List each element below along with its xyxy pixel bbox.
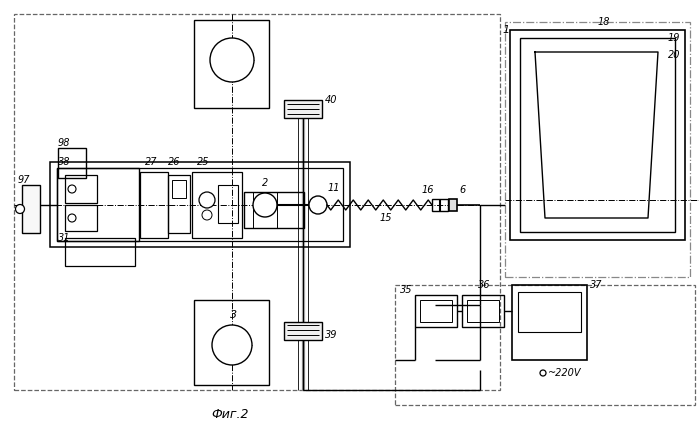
Bar — [284, 322, 322, 340]
Bar — [395, 285, 695, 405]
Text: 2: 2 — [262, 178, 268, 188]
Circle shape — [540, 370, 546, 376]
Text: 37: 37 — [590, 280, 603, 290]
Bar — [14, 14, 500, 390]
Text: 15: 15 — [380, 213, 393, 223]
Bar — [518, 292, 581, 332]
Text: 35: 35 — [400, 285, 412, 295]
Bar — [462, 295, 504, 327]
Bar — [510, 30, 685, 240]
Bar — [284, 100, 322, 118]
Text: 18: 18 — [598, 17, 610, 27]
Bar — [420, 300, 452, 322]
Bar — [512, 285, 587, 360]
Text: 27: 27 — [145, 157, 157, 167]
Text: 26: 26 — [168, 157, 180, 167]
Bar — [65, 238, 135, 266]
Bar — [65, 175, 97, 203]
Circle shape — [199, 192, 215, 208]
Circle shape — [309, 196, 327, 214]
Text: 16: 16 — [422, 185, 435, 195]
Bar — [244, 192, 304, 228]
Bar — [432, 199, 448, 211]
Text: 97: 97 — [18, 175, 31, 185]
Bar — [192, 172, 242, 238]
Bar — [415, 295, 457, 327]
Text: 19: 19 — [668, 33, 681, 43]
Circle shape — [212, 325, 252, 365]
Text: 39: 39 — [325, 330, 338, 340]
Bar — [58, 148, 86, 178]
Bar — [57, 168, 139, 241]
Text: 38: 38 — [58, 157, 71, 167]
Circle shape — [15, 204, 24, 214]
Text: 6: 6 — [459, 185, 466, 195]
Bar — [50, 162, 350, 247]
Text: 3: 3 — [230, 310, 237, 320]
Bar — [65, 205, 97, 231]
Bar — [505, 22, 690, 277]
Text: 40: 40 — [325, 95, 338, 105]
Circle shape — [253, 193, 277, 217]
Bar — [140, 172, 168, 238]
Bar — [172, 180, 186, 198]
Circle shape — [210, 38, 254, 82]
Text: 31: 31 — [58, 233, 71, 243]
Bar — [22, 185, 40, 233]
Bar — [194, 300, 269, 385]
Circle shape — [68, 214, 76, 222]
Text: Фиг.2: Фиг.2 — [211, 408, 249, 421]
Text: 1: 1 — [502, 25, 509, 35]
Bar — [520, 38, 675, 232]
Bar — [449, 199, 457, 211]
Bar — [168, 175, 190, 233]
Bar — [194, 20, 269, 108]
Text: 11: 11 — [328, 183, 340, 193]
Bar — [57, 168, 343, 241]
Bar — [467, 300, 499, 322]
Text: 25: 25 — [197, 157, 210, 167]
Text: 98: 98 — [58, 138, 71, 148]
Circle shape — [202, 210, 212, 220]
Text: 36: 36 — [478, 280, 491, 290]
Text: 20: 20 — [668, 50, 681, 60]
Text: ~220V: ~220V — [548, 368, 582, 378]
Bar — [218, 185, 238, 223]
Circle shape — [68, 185, 76, 193]
